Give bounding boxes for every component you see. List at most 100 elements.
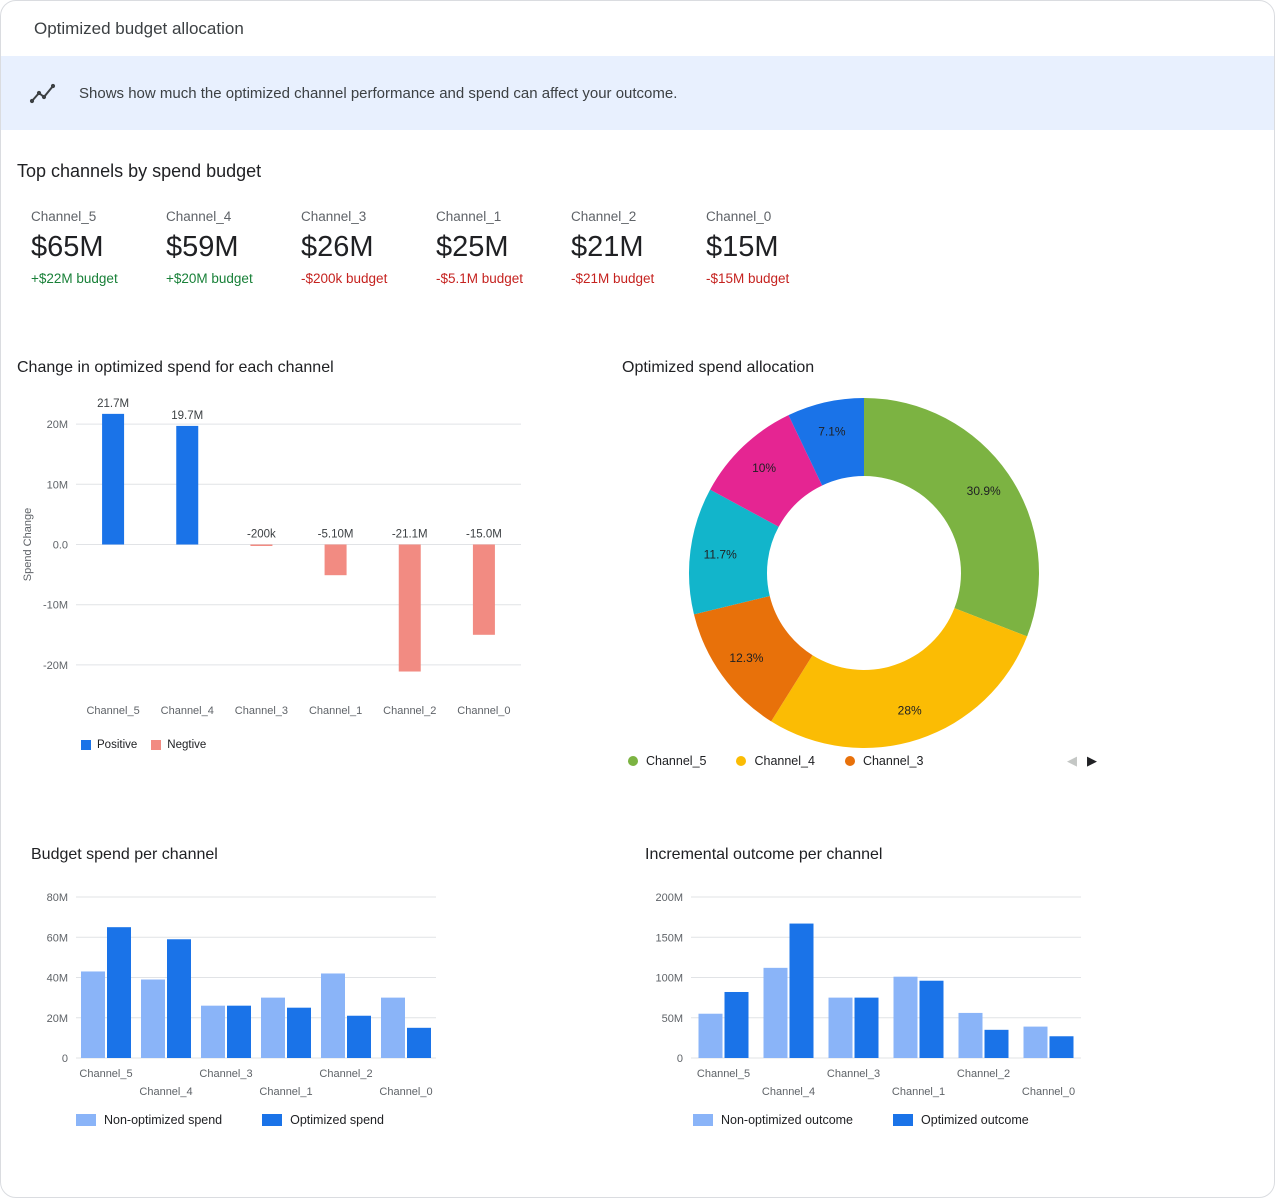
svg-text:Channel_1: Channel_1 [892,1086,945,1098]
legend-swatch [844,756,855,766]
legend-item: Non-optimized outcome [693,1113,853,1127]
legend-item: Channel_4 [736,754,815,768]
top-channel-cards: Channel_5 $65M +$22M budget Channel_4 $59M +$… [31,209,841,286]
stat-card-channel-name: Channel_2 [571,209,637,224]
legend-label: Channel_3 [862,754,924,768]
top-channels-heading: Top channels by spend budget [17,161,262,181]
stat-card: Channel_3 $26M -$200k budget [301,209,436,286]
svg-text:Channel_0: Channel_0 [1022,1086,1075,1098]
svg-text:Channel_3: Channel_3 [827,1068,880,1080]
legend-item: Channel_5 [628,754,706,768]
spend-allocation-donut: 30.9% 28% 12.3% 11.7% 10% 7.1% [689,398,1039,748]
svg-text:-15.0M: -15.0M [466,529,502,541]
spend-change-legend: Positive Negtive [81,739,206,751]
legend-item: Optimized outcome [893,1113,1029,1127]
legend-label: Channel_4 [754,754,815,768]
stat-card: Channel_4 $59M +$20M budget [166,209,301,286]
svg-text:Channel_5: Channel_5 [79,1068,132,1080]
svg-text:60M: 60M [47,932,68,944]
legend-item: Negtive [151,739,206,751]
legend-label: Negtive [167,739,207,751]
legend-item: Channel_3 [844,754,924,768]
svg-text:10%: 10% [752,461,776,475]
stat-card: Channel_5 $65M +$22M budget [31,209,166,286]
svg-text:Channel_0: Channel_0 [379,1086,432,1098]
stat-card: Channel_2 $21M -$21M budget [571,209,706,286]
svg-text:Channel_0: Channel_0 [457,705,510,717]
legend-label: Non-optimized spend [104,1113,223,1127]
svg-text:7.1%: 7.1% [818,425,846,439]
budget-spend-title: Budget spend per channel [31,846,218,863]
stat-card: Channel_1 $25M -$5.1M budget [436,209,571,286]
svg-text:Channel_2: Channel_2 [383,705,436,717]
legend-label: Optimized spend [290,1113,384,1127]
svg-text:-10M: -10M [43,600,68,612]
stat-card-value: $15M [706,231,779,263]
legend-swatch [151,740,162,750]
svg-text:12.3%: 12.3% [729,651,763,665]
svg-text:200M: 200M [655,892,683,904]
legend-swatch [262,1114,283,1126]
svg-text:40M: 40M [47,973,68,985]
stat-card-channel-name: Channel_5 [31,209,97,224]
legend-swatch [76,1114,96,1126]
incremental-outcome-title: Incremental outcome per channel [645,846,883,863]
svg-text:80M: 80M [47,892,68,904]
stat-card-value: $59M [166,231,239,263]
stat-card: Channel_0 $15M -$15M budget [706,209,841,286]
svg-text:Channel_4: Channel_4 [161,705,214,717]
stat-card-channel-name: Channel_1 [436,209,502,224]
svg-text:20M: 20M [47,1013,68,1025]
svg-text:0: 0 [62,1053,68,1065]
stat-card-channel-name: Channel_4 [166,209,232,224]
spend-change-chart: 20M 10M 0.0 -10M -20M Spend Change 21.7M Channe… [22,398,521,717]
spend-change-title: Change in optimized spend for each chann… [17,359,334,376]
svg-text:Channel_5: Channel_5 [86,705,139,717]
budget-spend-legend: Non-optimized spend Optimized spend [76,1113,384,1127]
svg-text:-20M: -20M [43,660,68,672]
svg-text:150M: 150M [655,932,683,944]
banner-text: Shows how much the optimized channel per… [79,84,678,102]
svg-text:30.9%: 30.9% [967,484,1001,498]
legend-item: Non-optimized spend [76,1113,222,1127]
stat-card-delta: -$200k budget [301,271,388,286]
stat-card-value: $25M [436,231,509,263]
legend-pager: ◀ ▶ [1067,753,1097,769]
legend-label: Positive [97,739,138,751]
svg-text:10M: 10M [47,479,68,491]
legend-item: Optimized spend [262,1113,384,1127]
insights-icon [29,79,57,107]
svg-text:50M: 50M [662,1013,683,1025]
svg-text:Channel_3: Channel_3 [235,705,288,717]
page-title: Optimized budget allocation [34,18,244,38]
svg-text:Channel_4: Channel_4 [762,1086,815,1098]
budget-spend-chart: 0 20M 40M 60M 80M Channel_5 Channel_4 Channel_3… [47,892,436,1098]
svg-text:Channel_5: Channel_5 [697,1068,750,1080]
svg-text:21.7M: 21.7M [97,398,129,410]
incremental-outcome-legend: Non-optimized outcome Optimized outcome [693,1113,1029,1127]
svg-text:100M: 100M [655,973,683,985]
legend-label: Optimized outcome [921,1113,1029,1127]
svg-text:0.0: 0.0 [53,540,68,552]
legend-prev-button[interactable]: ◀ [1067,753,1077,768]
svg-text:Spend Change: Spend Change [22,508,34,581]
svg-text:-5.10M: -5.10M [318,529,354,541]
legend-next-button[interactable]: ▶ [1087,753,1097,768]
svg-text:-200k: -200k [247,529,276,541]
stat-card-channel-name: Channel_3 [301,209,367,224]
svg-text:19.7M: 19.7M [171,410,203,422]
stat-card-value: $26M [301,231,374,263]
svg-text:Channel_1: Channel_1 [309,705,362,717]
info-banner: Shows how much the optimized channel per… [1,56,1274,130]
svg-text:-21.1M: -21.1M [392,529,428,541]
header: Optimized budget allocation [1,1,1274,56]
svg-text:Channel_1: Channel_1 [259,1086,312,1098]
legend-swatch [81,740,91,750]
svg-text:20M: 20M [47,419,68,431]
stat-card-channel-name: Channel_0 [706,209,772,224]
legend-item: Positive [81,739,137,751]
svg-text:Channel_3: Channel_3 [199,1068,252,1080]
spend-allocation-legend: Channel_5 Channel_4 Channel_3 [628,754,923,768]
stat-card-value: $65M [31,231,104,263]
